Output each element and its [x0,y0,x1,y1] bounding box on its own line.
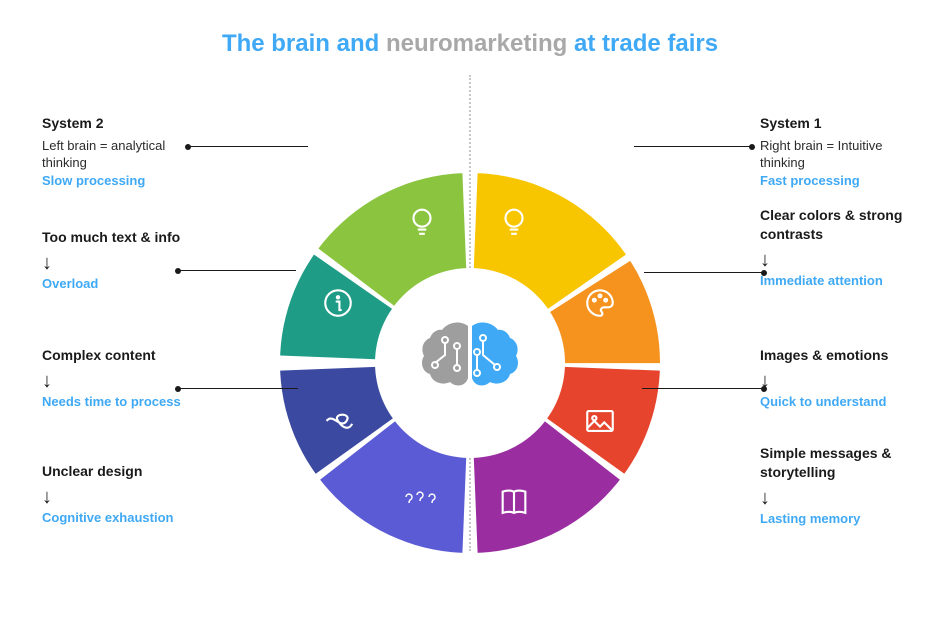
questions-icon [400,483,440,523]
title-part2: neuromarketing [386,30,574,57]
label-left-1: Too much text & info ↓ Overload [42,228,202,292]
label-note: Lasting memory [760,510,930,528]
label-left-2: Complex content ↓ Needs time to process [42,346,212,410]
title-part1: The brain and [222,30,386,57]
lead-line [634,146,752,147]
lead-line [644,272,764,273]
label-heading: System 1 [760,114,930,133]
page-title: The brain and neuromarketing at trade fa… [0,0,940,58]
label-note: Overload [42,275,202,293]
label-note: Cognitive exhaustion [42,509,212,527]
down-arrow-icon: ↓ [42,487,212,507]
bulb-icon [402,201,442,241]
label-left-0: System 2 Left brain = analytical thinkin… [42,114,202,190]
lead-line [188,146,308,147]
bulb-icon [494,201,534,241]
book-icon [494,483,534,523]
down-arrow-icon: ↓ [42,371,212,391]
label-note: Needs time to process [42,393,212,411]
title-part3: at trade fairs [574,30,718,57]
brain-icon [415,318,525,408]
label-sub: Right brain = Intuitive thinking [760,137,930,172]
label-sub: Left brain = analytical thinking [42,137,202,172]
label-heading: Images & emotions [760,346,930,365]
label-heading: Simple messages & storytelling [760,444,930,482]
lead-line [642,388,764,389]
label-right-3: Simple messages & storytelling ↓ Lasting… [760,444,930,527]
label-note: Slow processing [42,172,202,190]
palette-icon [580,283,620,323]
label-heading: Too much text & info [42,228,202,247]
label-left-3: Unclear design ↓ Cognitive exhaustion [42,462,212,526]
label-note: Fast processing [760,172,930,190]
scribble-icon [318,401,358,441]
label-heading: System 2 [42,114,202,133]
label-heading: Unclear design [42,462,212,481]
down-arrow-icon: ↓ [760,488,930,508]
label-heading: Clear colors & strong contrasts [760,206,930,244]
down-arrow-icon: ↓ [760,250,930,270]
label-right-0: System 1 Right brain = Intuitive thinkin… [760,114,930,190]
label-note: Quick to understand [760,393,930,411]
info-icon [318,283,358,323]
label-note: Immediate attention [760,272,930,290]
brain-diagram [280,173,660,553]
down-arrow-icon: ↓ [42,253,202,273]
image-icon [580,401,620,441]
label-right-1: Clear colors & strong contrasts ↓ Immedi… [760,206,930,289]
label-right-2: Images & emotions ↓ Quick to understand [760,346,930,410]
label-heading: Complex content [42,346,212,365]
down-arrow-icon: ↓ [760,371,930,391]
